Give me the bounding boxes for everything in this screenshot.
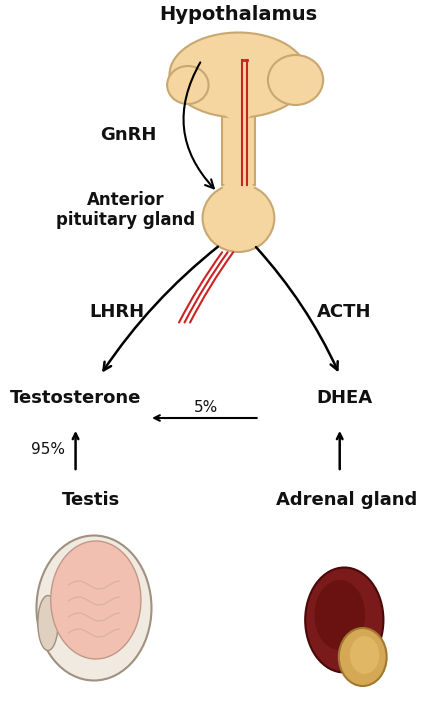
Ellipse shape [305,567,383,673]
FancyArrowPatch shape [190,252,233,323]
Text: Testosterone: Testosterone [10,389,141,407]
Ellipse shape [222,100,253,120]
Ellipse shape [314,580,364,650]
Text: Testis: Testis [62,491,120,509]
Text: LHRH: LHRH [89,303,144,321]
Ellipse shape [51,541,141,659]
Ellipse shape [38,595,58,651]
FancyArrowPatch shape [178,252,222,323]
Text: GnRH: GnRH [100,126,156,144]
Text: Adrenal gland: Adrenal gland [276,491,417,509]
Ellipse shape [36,535,151,681]
Text: 95%: 95% [31,442,65,458]
Ellipse shape [202,184,274,252]
Text: DHEA: DHEA [316,389,371,407]
Polygon shape [222,105,254,185]
Text: Anterior
pituitary gland: Anterior pituitary gland [55,191,194,229]
Ellipse shape [169,33,307,117]
Text: Hypothalamus: Hypothalamus [159,6,317,24]
Text: 5%: 5% [194,399,218,414]
Ellipse shape [349,636,378,674]
FancyArrowPatch shape [255,247,337,370]
FancyArrowPatch shape [103,247,217,370]
FancyArrowPatch shape [184,252,227,323]
Ellipse shape [167,66,208,104]
Ellipse shape [267,55,322,105]
FancyArrowPatch shape [183,63,213,188]
Text: ACTH: ACTH [317,303,371,321]
Ellipse shape [338,628,386,686]
Ellipse shape [222,180,253,196]
